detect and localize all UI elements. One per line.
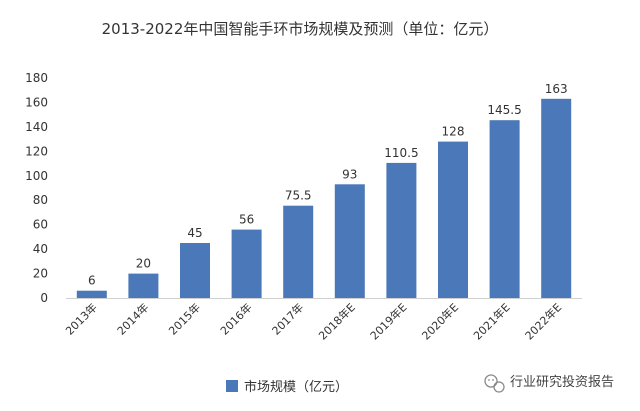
data-label: 56 xyxy=(239,213,254,227)
bar xyxy=(283,205,314,298)
legend-swatch xyxy=(226,380,238,392)
x-tick-label: 2022年E xyxy=(522,300,564,342)
data-label: 75.5 xyxy=(285,189,312,203)
x-tick-label: 2014年 xyxy=(114,300,151,337)
data-label: 110.5 xyxy=(384,146,418,160)
data-label: 163 xyxy=(545,82,568,96)
x-tick-label: 2019年E xyxy=(367,300,409,342)
bar xyxy=(489,120,520,298)
bar xyxy=(76,290,107,298)
data-label: 128 xyxy=(442,125,465,139)
wechat-icon xyxy=(484,374,505,393)
y-tick-label: 160 xyxy=(25,95,48,109)
legend-label: 市场规模（亿元） xyxy=(244,379,348,395)
y-tick-label: 180 xyxy=(25,71,48,85)
y-tick-label: 60 xyxy=(33,218,48,232)
bar xyxy=(386,162,417,298)
bar-series xyxy=(76,98,572,298)
y-axis-ticks: 0 20 40 60 80 100 120 140 160 180 xyxy=(25,71,48,305)
x-axis-labels: 2013年 2014年 2015年 2016年 2017年 2018年E 2019年E 202… xyxy=(62,300,564,342)
y-tick-label: 80 xyxy=(33,193,48,207)
y-tick-label: 40 xyxy=(33,242,48,256)
x-tick-label: 2018年E xyxy=(316,300,358,342)
x-tick-label: 2020年E xyxy=(419,300,461,342)
bar xyxy=(438,141,468,298)
y-tick-label: 120 xyxy=(25,144,48,158)
y-tick-label: 20 xyxy=(33,267,48,281)
data-label: 6 xyxy=(88,274,96,288)
x-tick-label: 2016年 xyxy=(217,300,254,337)
x-tick-label: 2017年 xyxy=(269,300,306,337)
chart-title: 2013-2022年中国智能手环市场规模及预测（单位：亿元） xyxy=(102,20,499,38)
x-tick-label: 2021年E xyxy=(470,300,512,342)
x-tick-label: 2013年 xyxy=(62,300,99,337)
bar xyxy=(541,98,572,298)
y-tick-label: 140 xyxy=(25,120,48,134)
bar xyxy=(231,229,262,298)
bar xyxy=(128,273,159,298)
watermark-text: 行业研究投资报告 xyxy=(510,374,614,390)
x-tick-label: 2015年 xyxy=(166,300,203,337)
bar xyxy=(180,243,210,298)
data-label: 20 xyxy=(136,257,151,271)
data-label: 45 xyxy=(187,226,202,240)
data-label: 93 xyxy=(342,167,357,181)
bar xyxy=(334,184,365,298)
data-labels: 6 20 45 56 75.5 93 110.5 128 145.5 163 xyxy=(88,82,568,288)
data-label: 145.5 xyxy=(487,103,521,117)
y-tick-label: 100 xyxy=(25,169,48,183)
watermark: 行业研究投资报告 xyxy=(484,374,614,393)
legend: 市场规模（亿元） xyxy=(226,379,348,395)
y-tick-label: 0 xyxy=(40,291,48,305)
